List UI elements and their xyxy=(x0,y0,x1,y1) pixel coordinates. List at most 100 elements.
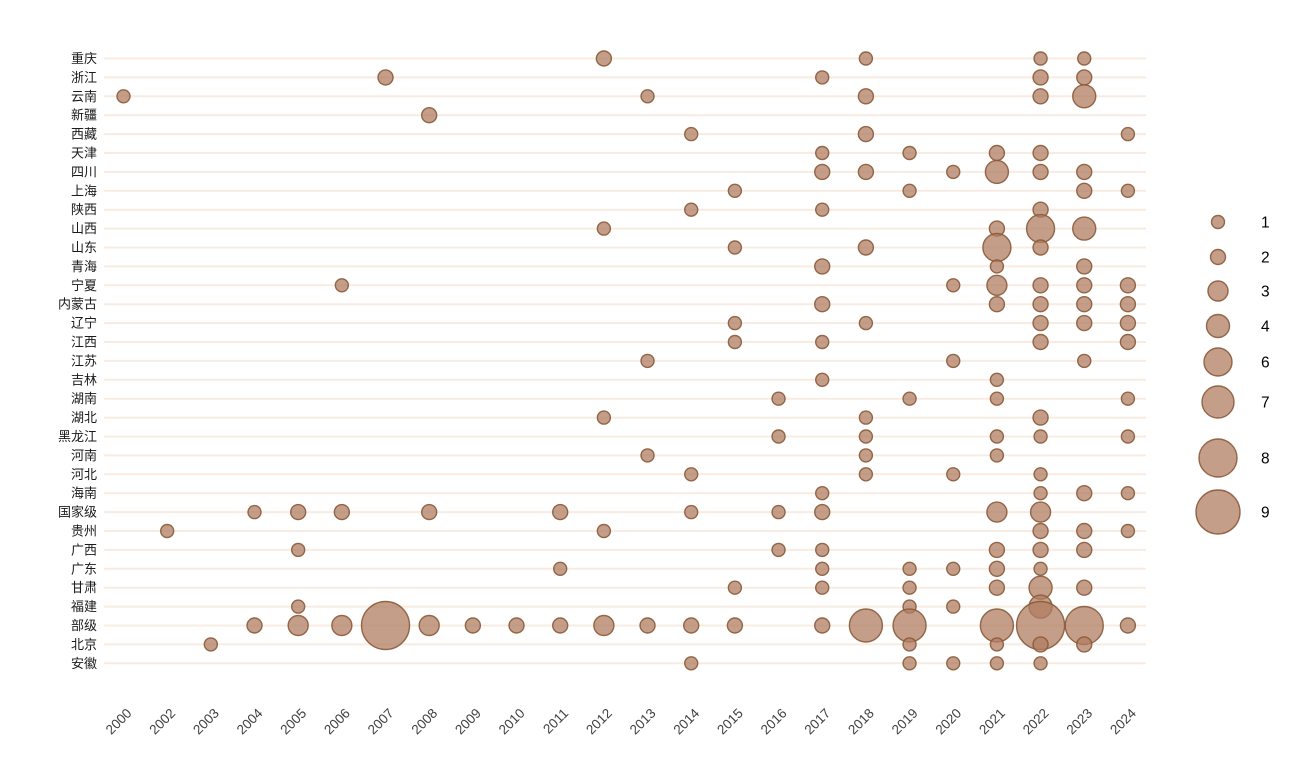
data-point-bubble xyxy=(986,274,1008,296)
y-axis-label: 天津 xyxy=(71,146,97,161)
data-point-bubble xyxy=(1077,51,1092,66)
data-point-bubble xyxy=(727,240,743,255)
data-point-bubble xyxy=(640,89,655,104)
data-point-bubble xyxy=(420,106,438,124)
data-point-bubble xyxy=(684,656,699,671)
data-point-bubble xyxy=(1076,258,1093,275)
data-point-bubble xyxy=(858,315,874,331)
data-point-bubble xyxy=(858,51,874,66)
y-axis-label: 黑龙江 xyxy=(58,429,97,444)
x-axis-label: 2000 xyxy=(103,706,135,738)
data-point-bubble xyxy=(771,429,786,444)
data-point-bubble xyxy=(902,183,917,199)
data-point-bubble xyxy=(815,202,830,217)
x-axis-label: 2012 xyxy=(583,706,615,738)
data-point-bubble xyxy=(333,503,351,521)
data-point-bubble xyxy=(1033,656,1048,671)
data-point-bubble xyxy=(1072,84,1097,109)
data-point-bubble xyxy=(290,599,306,614)
legend-size-label: 9 xyxy=(1261,505,1270,522)
data-point-bubble xyxy=(858,448,874,463)
data-point-bubble xyxy=(1076,69,1093,86)
y-axis-label: 福建 xyxy=(71,599,97,614)
y-axis-label: 陕西 xyxy=(71,202,97,217)
data-point-bubble xyxy=(1076,182,1093,200)
data-point-bubble xyxy=(1029,501,1052,523)
legend-size-label: 3 xyxy=(1261,284,1270,301)
legend-size-bubble xyxy=(1201,385,1235,419)
x-axis-label: 2023 xyxy=(1064,706,1096,738)
data-point-bubble xyxy=(1120,523,1136,539)
y-axis-label: 江苏 xyxy=(71,353,97,368)
data-point-bubble xyxy=(203,637,219,652)
x-axis-label: 2013 xyxy=(627,706,659,738)
y-axis-label: 山东 xyxy=(71,240,97,255)
y-axis-label: 广西 xyxy=(71,542,97,557)
x-axis-label: 2020 xyxy=(932,706,964,738)
y-axis-label: 湖北 xyxy=(71,410,97,425)
x-axis-label: 2008 xyxy=(408,706,440,738)
data-point-bubble xyxy=(946,599,961,614)
data-point-bubble xyxy=(1032,88,1049,105)
data-point-bubble xyxy=(684,504,699,520)
y-axis-label: 安徽 xyxy=(71,656,97,671)
y-axis-label: 吉林 xyxy=(71,372,97,387)
data-point-bubble xyxy=(246,617,263,634)
data-point-bubble xyxy=(858,429,874,444)
y-axis-label: 部级 xyxy=(71,618,97,633)
legend-size-bubble xyxy=(1209,248,1227,266)
data-point-bubble xyxy=(814,258,831,275)
data-point-bubble xyxy=(771,391,786,406)
x-axis-label: 2018 xyxy=(845,706,877,738)
data-point-bubble xyxy=(596,410,612,425)
data-point-bubble xyxy=(815,561,830,576)
y-axis-label: 甘肃 xyxy=(71,580,97,595)
data-point-bubble xyxy=(1120,486,1136,501)
y-axis-label: 云南 xyxy=(71,89,97,104)
x-axis-label: 2016 xyxy=(758,706,790,738)
y-axis-label: 宁夏 xyxy=(71,278,97,293)
data-point-bubble xyxy=(946,278,961,293)
data-point-bubble xyxy=(1119,333,1137,351)
y-axis-label: 青海 xyxy=(71,259,97,274)
data-point-bubble xyxy=(684,202,699,217)
y-axis-label: 四川 xyxy=(71,164,97,179)
data-point-bubble xyxy=(989,637,1005,652)
data-point-bubble xyxy=(1120,391,1136,406)
data-point-bubble xyxy=(988,296,1006,313)
data-point-bubble xyxy=(640,353,655,369)
y-axis-label: 山西 xyxy=(71,221,97,236)
data-point-bubble xyxy=(1076,522,1093,540)
x-axis-label: 2003 xyxy=(190,706,222,738)
data-point-bubble xyxy=(989,372,1005,387)
data-point-bubble xyxy=(418,614,440,637)
data-point-bubble xyxy=(857,163,875,181)
legend-size-bubble xyxy=(1205,313,1231,339)
data-point-bubble xyxy=(1032,636,1049,653)
gridlines-group xyxy=(104,57,1146,665)
x-axis-label: 2019 xyxy=(889,706,921,738)
data-point-bubble xyxy=(814,617,831,634)
x-axis-label: 2015 xyxy=(714,706,746,738)
data-point-bubble xyxy=(858,410,874,425)
data-point-bubble xyxy=(815,580,830,595)
data-point-bubble xyxy=(989,429,1005,444)
legend-size-label: 7 xyxy=(1261,395,1270,412)
legend-size-label: 6 xyxy=(1261,355,1270,372)
y-axis-label: 重庆 xyxy=(71,51,97,66)
y-axis-label: 河南 xyxy=(71,448,97,463)
data-point-bubble xyxy=(989,448,1005,463)
x-axis-labels: 2000 2002 2003 2004 2005 2006 2007 2008 2009 2010… xyxy=(103,705,1140,737)
x-axis-label: 2024 xyxy=(1107,705,1139,737)
y-axis-label: 湖南 xyxy=(71,391,97,406)
data-point-bubble xyxy=(989,391,1005,406)
data-point-bubble xyxy=(814,296,831,313)
data-point-bubble xyxy=(989,259,1005,274)
data-point-bubble xyxy=(946,656,961,671)
legend-size-bubble xyxy=(1210,214,1226,230)
data-point-bubble xyxy=(902,656,917,671)
data-point-bubble xyxy=(420,503,438,521)
legend-size-label: 2 xyxy=(1261,250,1270,267)
data-point-bubble xyxy=(815,372,830,387)
